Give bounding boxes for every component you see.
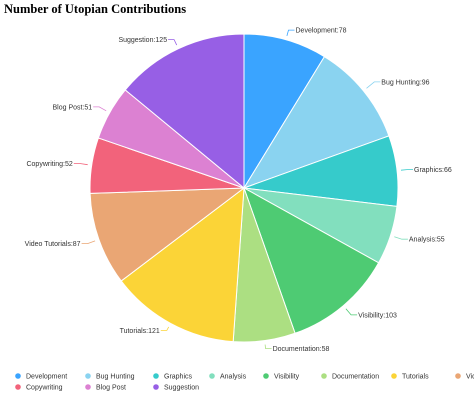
legend-item-tutorials[interactable]: Tutorials <box>391 373 429 381</box>
slice-label-copywriting: Copywriting:52 <box>26 161 72 168</box>
pie-slice-development[interactable] <box>243 33 326 190</box>
legend-marker <box>15 373 21 379</box>
legend-marker <box>153 373 159 379</box>
legend-label: Tutorials <box>402 374 429 381</box>
pie-slice-tutorials[interactable] <box>120 186 245 343</box>
legend-marker <box>85 384 91 390</box>
legend-label: Documentation <box>332 374 379 381</box>
legend-marker <box>153 384 159 390</box>
slice-label-tutorials: Tutorials:121 <box>120 328 160 335</box>
leader-line-copywriting <box>73 163 88 166</box>
legend-item-development[interactable]: Development <box>15 373 67 381</box>
slice-label-visibility: Visibility:103 <box>358 312 397 319</box>
slice-label-video-tutorials: Video Tutorials:87 <box>25 241 81 248</box>
slice-label-graphics: Graphics:66 <box>414 167 452 174</box>
legend-marker <box>263 373 269 379</box>
legend-label: Copywriting <box>26 385 63 392</box>
legend-label: Video Tutorials <box>466 374 474 381</box>
legend-marker <box>209 373 215 379</box>
leader-line-visibility <box>345 308 358 316</box>
pie-slices <box>89 33 399 343</box>
legend-marker <box>391 373 397 379</box>
legend-label: Development <box>26 374 67 381</box>
leader-line-graphics <box>400 169 413 171</box>
pie-slice-video-tutorials[interactable] <box>89 187 246 282</box>
legend-item-visibility[interactable]: Visibility <box>263 373 300 381</box>
legend-label: Bug Hunting <box>96 374 135 381</box>
legend-item-suggestion[interactable]: Suggestion <box>153 384 199 392</box>
leader-line-blog-post <box>93 106 107 112</box>
legend-marker <box>321 373 327 379</box>
legend-item-video-tutorials[interactable]: Video Tutorials <box>455 373 474 381</box>
legend-label: Graphics <box>164 374 193 381</box>
legend-label: Suggestion <box>164 385 199 392</box>
slice-labels: Development:78 Bug Hunting:96 Graphics:66 A… <box>25 28 452 354</box>
legend-item-analysis[interactable]: Analysis <box>209 373 247 381</box>
leader-line-suggestion <box>168 39 178 46</box>
legend-item-bug-hunting[interactable]: Bug Hunting <box>85 373 135 381</box>
slice-label-suggestion: Suggestion:125 <box>118 37 167 44</box>
leader-line-development <box>286 29 295 37</box>
leader-line-bug-hunting <box>366 81 381 89</box>
leader-line-documentation <box>264 344 272 350</box>
legend-marker <box>15 384 21 390</box>
legend-item-graphics[interactable]: Graphics <box>153 373 193 381</box>
chart-legend: Development Bug Hunting Graphics Analysis Vi… <box>15 373 474 392</box>
leader-line-analysis <box>394 236 408 240</box>
slice-label-documentation: Documentation:58 <box>273 346 330 353</box>
slice-label-analysis: Analysis:55 <box>409 237 445 244</box>
leader-line-tutorials <box>160 326 170 331</box>
pie-slice-suggestion[interactable] <box>124 33 245 190</box>
legend-label: Blog Post <box>96 385 126 392</box>
slice-label-development: Development:78 <box>296 28 347 35</box>
chart-title: Number of Utopian Contributions <box>4 2 187 16</box>
leader-line-video-tutorials <box>81 240 96 245</box>
pie-slice-visibility[interactable] <box>243 186 380 334</box>
legend-item-documentation[interactable]: Documentation <box>321 373 379 381</box>
legend-label: Visibility <box>274 374 300 381</box>
legend-marker <box>85 373 91 379</box>
legend-item-copywriting[interactable]: Copywriting <box>15 384 63 392</box>
pie-slice-bug-hunting[interactable] <box>242 55 390 189</box>
slice-label-bug-hunting: Bug Hunting:96 <box>381 79 429 86</box>
legend-marker <box>455 373 461 379</box>
slice-label-blog-post: Blog Post:51 <box>52 104 92 111</box>
legend-item-blog-post[interactable]: Blog Post <box>85 384 126 392</box>
legend-label: Analysis <box>220 374 247 381</box>
